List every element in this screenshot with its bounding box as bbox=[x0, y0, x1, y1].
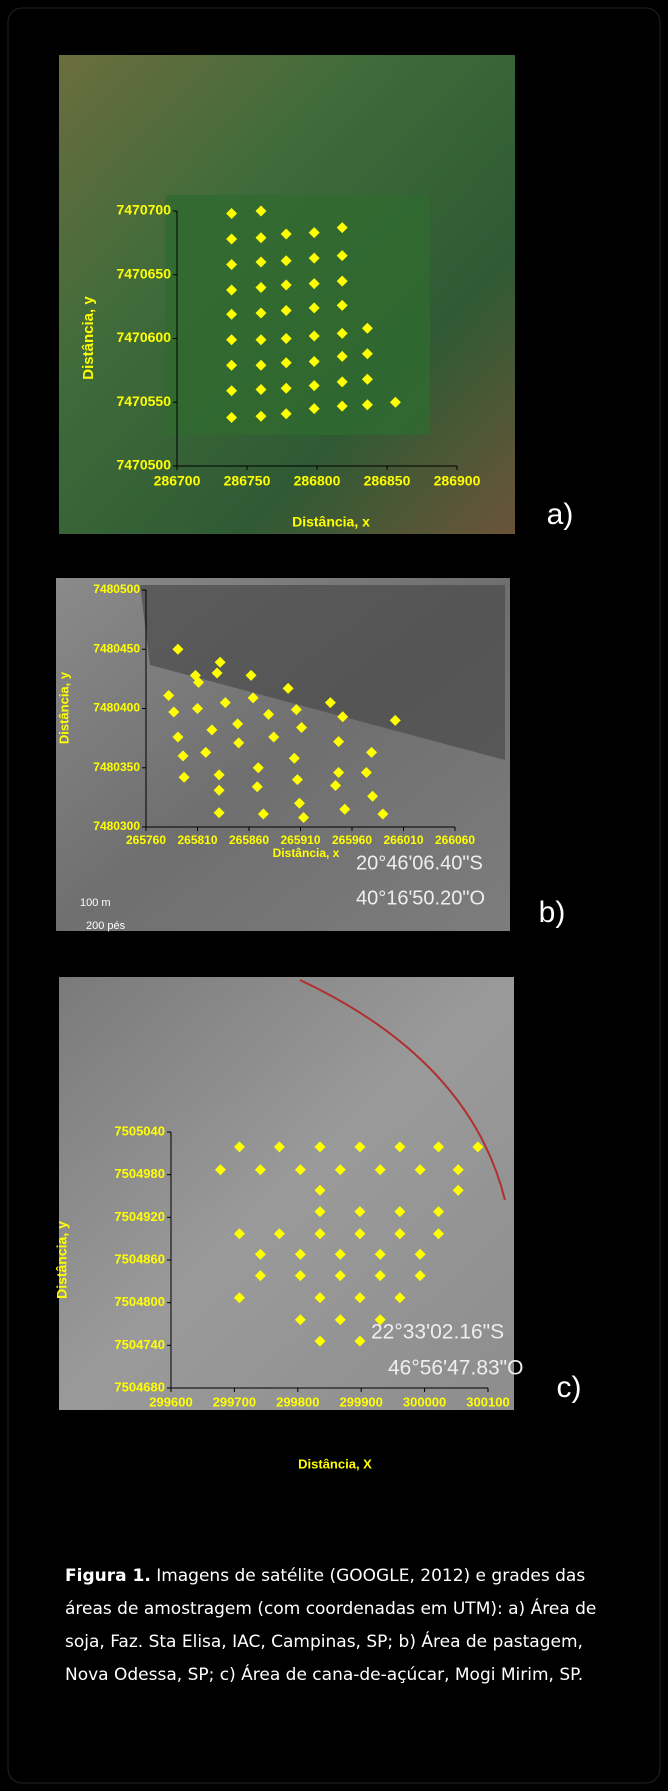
y-axis-label: Distância, y bbox=[56, 671, 71, 744]
y-tick-label: 7504680 bbox=[114, 1379, 165, 1394]
image-annotation: 40°16'50.20"O bbox=[356, 887, 485, 909]
panel-label: b) bbox=[539, 896, 566, 929]
y-tick-label: 7470700 bbox=[116, 202, 171, 218]
y-axis-label: Distância, y bbox=[54, 1221, 70, 1299]
x-tick-label: 265760 bbox=[126, 833, 166, 847]
image-annotation: 22°33'02.16"S bbox=[371, 1321, 504, 1344]
y-tick-label: 7504860 bbox=[114, 1251, 165, 1266]
x-tick-label: 299700 bbox=[213, 1394, 256, 1409]
y-tick-label: 7480300 bbox=[93, 819, 140, 833]
y-tick-label: 7504740 bbox=[114, 1337, 165, 1352]
x-tick-label: 286800 bbox=[294, 473, 341, 489]
page: 7470500 7470550 7470600 7470650 7470700 28670… bbox=[0, 0, 668, 1791]
field bbox=[165, 195, 430, 435]
x-axis-label: Distância, X bbox=[298, 1456, 372, 1471]
image-annotation: 100 m bbox=[80, 897, 111, 909]
y-tick-label: 7470500 bbox=[116, 457, 171, 473]
caption: Figura 1. Imagens de satélite (GOOGLE, 2… bbox=[65, 1560, 625, 1692]
x-tick-label: 286700 bbox=[154, 473, 201, 489]
y-tick-label: 7470650 bbox=[116, 265, 171, 281]
panel-label: a) bbox=[547, 498, 574, 531]
panel-label: c) bbox=[557, 1371, 582, 1404]
x-axis-label: Distância, x bbox=[292, 514, 370, 530]
x-tick-label: 286900 bbox=[434, 473, 481, 489]
x-tick-label: 266060 bbox=[435, 833, 475, 847]
image-annotation: 20°46'06.40"S bbox=[356, 852, 483, 874]
y-tick-label: 7505040 bbox=[114, 1123, 165, 1138]
x-tick-label: 300100 bbox=[466, 1394, 509, 1409]
y-tick-label: 7504800 bbox=[114, 1294, 165, 1309]
figure: 7470500 7470550 7470600 7470650 7470700 28670… bbox=[0, 0, 668, 1791]
y-tick-label: 7504920 bbox=[114, 1209, 165, 1224]
x-tick-label: 300000 bbox=[403, 1394, 446, 1409]
x-tick-label: 266010 bbox=[383, 833, 423, 847]
x-tick-label: 299800 bbox=[276, 1394, 319, 1409]
x-tick-label: 265910 bbox=[280, 833, 320, 847]
y-tick-label: 7480500 bbox=[93, 582, 140, 596]
image-annotation: 200 pés bbox=[86, 920, 126, 932]
x-tick-label: 265860 bbox=[229, 833, 269, 847]
y-tick-label: 7470600 bbox=[116, 329, 171, 345]
x-tick-label: 299900 bbox=[340, 1394, 383, 1409]
y-tick-label: 7504980 bbox=[114, 1166, 165, 1181]
x-axis-label: Distância, x bbox=[273, 846, 340, 860]
x-tick-label: 286850 bbox=[364, 473, 411, 489]
y-tick-label: 7470550 bbox=[116, 393, 171, 409]
x-tick-label: 299600 bbox=[149, 1394, 192, 1409]
y-tick-label: 7480450 bbox=[93, 641, 140, 655]
x-tick-label: 286750 bbox=[224, 473, 271, 489]
y-tick-label: 7480400 bbox=[93, 701, 140, 715]
x-tick-label: 265810 bbox=[177, 833, 217, 847]
y-tick-label: 7480350 bbox=[93, 760, 140, 774]
x-tick-label: 265960 bbox=[332, 833, 372, 847]
y-axis-label: Distância, y bbox=[80, 296, 97, 380]
caption-label: Figura 1. bbox=[65, 1566, 151, 1586]
image-annotation: 46°56'47.83"O bbox=[388, 1357, 523, 1380]
